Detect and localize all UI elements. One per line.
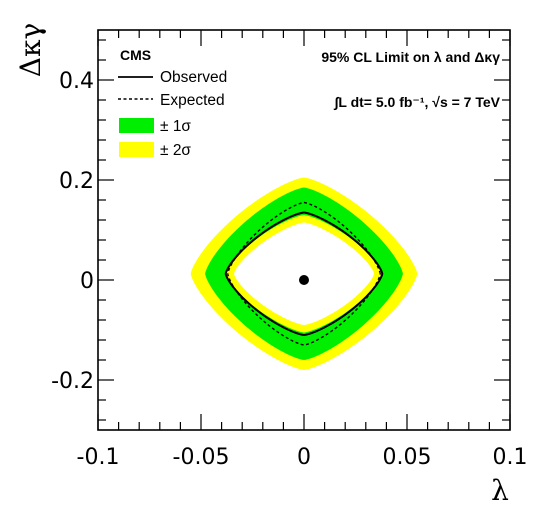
central-point-marker: [299, 275, 309, 285]
expected-contour: [227, 201, 381, 346]
legend: CMS Observed Expected ± 1σ ± 2σ: [118, 47, 227, 159]
x-axis-title: λ: [491, 474, 509, 507]
x-tick-label: 0: [297, 445, 311, 470]
y-tick-label: 0.4: [59, 69, 94, 94]
x-tick-label: 0.1: [493, 445, 528, 470]
y-tick-label: -0.2: [51, 369, 94, 394]
header-text: 95% CL Limit on λ and Δκγ: [321, 49, 500, 65]
legend-two-sigma-label: ± 2σ: [160, 142, 191, 159]
contour-bands: [190, 177, 418, 370]
experiment-label: CMS: [120, 47, 151, 63]
axis-ticks: [97, 30, 511, 430]
legend-one-sigma-label: ± 1σ: [160, 118, 191, 135]
x-tick-label: 0.05: [383, 445, 432, 470]
y-tick-label: 0.2: [59, 169, 94, 194]
legend-expected-label: Expected: [160, 92, 225, 109]
x-tick-label: -0.1: [77, 445, 120, 470]
axis-tick-labels: -0.1 -0.05 0 0.05 0.1 -0.2 0 0.2 0.4: [51, 69, 527, 470]
y-axis-title: Δκγ: [14, 23, 47, 77]
observed-contour: [224, 211, 384, 337]
luminosity-text: ∫L dt= 5.0 fb⁻¹, √s = 7 TeV: [334, 94, 501, 111]
legend-observed-label: Observed: [160, 69, 227, 86]
legend-one-sigma-swatch: [119, 118, 154, 133]
y-tick-label: 0: [80, 269, 94, 294]
one-sigma-band: [205, 187, 403, 360]
x-tick-label: -0.05: [173, 445, 230, 470]
legend-two-sigma-swatch: [119, 142, 154, 157]
